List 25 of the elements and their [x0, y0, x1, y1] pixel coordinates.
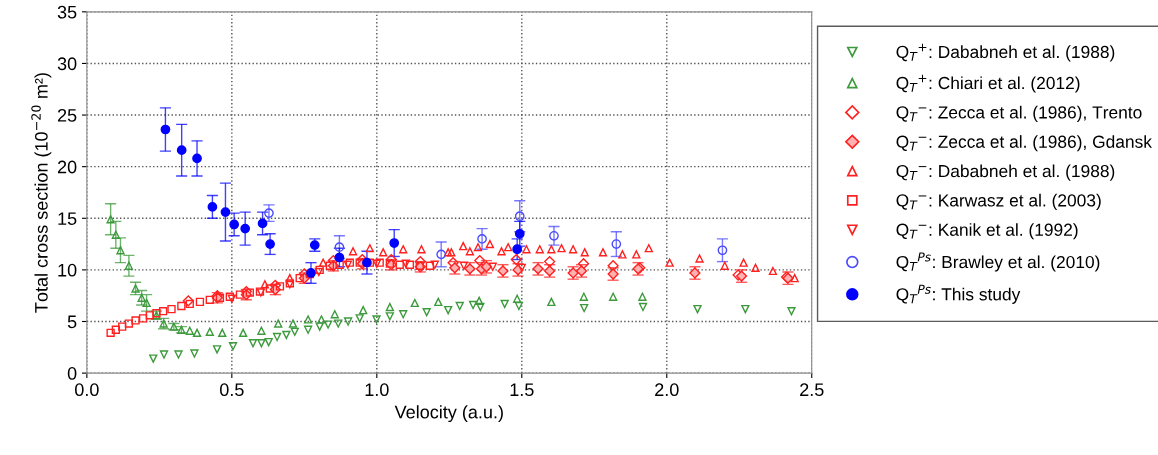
x-tick-label: 1.5 [510, 383, 534, 397]
y-tick-label: 20 [57, 160, 77, 174]
legend-label: Q$_{T}$$^{−}$: Dababneh et al. (1988) [896, 164, 1115, 181]
x-tick-label: 2.5 [800, 383, 824, 397]
y-tick-label: 30 [57, 57, 77, 71]
x-tick-label: 0.0 [75, 383, 99, 397]
y-tick-label: 35 [57, 5, 77, 19]
x-tick-label: 0.5 [219, 383, 244, 397]
x-tick-label: 1.0 [365, 383, 389, 397]
legend-label: Q$_{T}$$^{+}$: Dababneh et al. (1988) [896, 43, 1115, 62]
legend-label: Q$_{T}$$^{+}$: Chiari et al. (2012) [896, 74, 1080, 93]
legend-label: Q$_{T}$$^{−}$: Kanik et al. (1992) [896, 223, 1078, 240]
x-tick-label: 2.0 [655, 383, 679, 397]
y-tick-label: 15 [58, 212, 77, 225]
y-tick-label: 0 [67, 367, 77, 380]
y-tick-label: 25 [57, 108, 77, 122]
legend-label: Q$_{T}$$^{−}$: Karwasz et al. (2003) [896, 193, 1101, 210]
y-axis-title: Total cross section (10$^{−20}$ m²) [31, 73, 52, 313]
legend-label: Q$_{T}$$^{Ps}$: This study [896, 284, 1021, 304]
legend-label: Q$_{T}$$^{−}$: Zecca et al. (1986), Gdansk [896, 135, 1152, 152]
legend-label: Q$_{T}$$^{Ps}$: Brawley et al. (2010) [896, 252, 1100, 272]
y-tick-label: 10 [58, 263, 77, 277]
x-axis-title: Velocity (a.u.) [394, 405, 503, 423]
legend-label: Q$_{T}$$^{−}$: Zecca et al. (1986), Trento [896, 105, 1142, 122]
y-tick-label: 5 [67, 315, 77, 329]
